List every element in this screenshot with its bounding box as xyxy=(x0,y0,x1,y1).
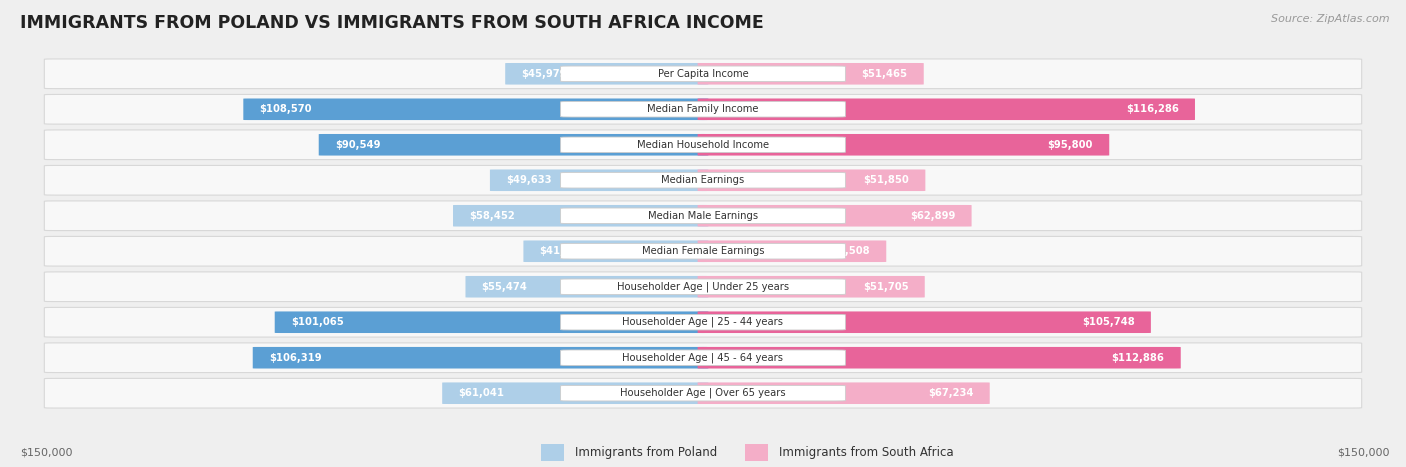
FancyBboxPatch shape xyxy=(697,205,972,226)
FancyBboxPatch shape xyxy=(243,99,709,120)
FancyBboxPatch shape xyxy=(253,347,709,368)
FancyBboxPatch shape xyxy=(45,307,1361,337)
Text: $58,452: $58,452 xyxy=(470,211,515,221)
Text: Householder Age | 25 - 44 years: Householder Age | 25 - 44 years xyxy=(623,317,783,327)
FancyBboxPatch shape xyxy=(561,66,845,82)
FancyBboxPatch shape xyxy=(561,350,845,366)
FancyBboxPatch shape xyxy=(561,385,845,401)
Text: $150,000: $150,000 xyxy=(20,448,72,458)
FancyBboxPatch shape xyxy=(561,314,845,330)
FancyBboxPatch shape xyxy=(45,272,1361,302)
Text: $62,899: $62,899 xyxy=(910,211,956,221)
FancyBboxPatch shape xyxy=(45,201,1361,231)
Text: Householder Age | 45 - 64 years: Householder Age | 45 - 64 years xyxy=(623,353,783,363)
Text: Median Earnings: Median Earnings xyxy=(661,175,745,185)
Text: Householder Age | Under 25 years: Householder Age | Under 25 years xyxy=(617,282,789,292)
Text: $106,319: $106,319 xyxy=(269,353,322,363)
FancyBboxPatch shape xyxy=(697,382,990,404)
Text: $95,800: $95,800 xyxy=(1047,140,1092,150)
Text: Median Family Income: Median Family Income xyxy=(647,104,759,114)
FancyBboxPatch shape xyxy=(561,172,845,188)
FancyBboxPatch shape xyxy=(505,63,709,85)
FancyBboxPatch shape xyxy=(697,241,886,262)
Text: Immigrants from South Africa: Immigrants from South Africa xyxy=(779,446,953,459)
FancyBboxPatch shape xyxy=(561,137,845,153)
FancyBboxPatch shape xyxy=(697,99,1195,120)
Text: $51,465: $51,465 xyxy=(862,69,907,79)
FancyBboxPatch shape xyxy=(45,94,1361,124)
FancyBboxPatch shape xyxy=(45,130,1361,160)
Text: IMMIGRANTS FROM POLAND VS IMMIGRANTS FROM SOUTH AFRICA INCOME: IMMIGRANTS FROM POLAND VS IMMIGRANTS FRO… xyxy=(20,14,763,32)
Text: $105,748: $105,748 xyxy=(1083,317,1135,327)
Text: $55,474: $55,474 xyxy=(482,282,527,292)
FancyBboxPatch shape xyxy=(453,205,709,226)
FancyBboxPatch shape xyxy=(45,165,1361,195)
Text: $116,286: $116,286 xyxy=(1126,104,1178,114)
FancyBboxPatch shape xyxy=(697,311,1152,333)
FancyBboxPatch shape xyxy=(523,241,709,262)
FancyBboxPatch shape xyxy=(45,236,1361,266)
Text: Source: ZipAtlas.com: Source: ZipAtlas.com xyxy=(1271,14,1389,24)
Text: Median Female Earnings: Median Female Earnings xyxy=(641,246,765,256)
Text: $108,570: $108,570 xyxy=(260,104,312,114)
FancyBboxPatch shape xyxy=(697,276,925,297)
FancyBboxPatch shape xyxy=(45,343,1361,373)
FancyBboxPatch shape xyxy=(45,59,1361,89)
FancyBboxPatch shape xyxy=(274,311,709,333)
Text: $150,000: $150,000 xyxy=(1337,448,1389,458)
Text: $51,850: $51,850 xyxy=(863,175,910,185)
Text: Median Household Income: Median Household Income xyxy=(637,140,769,150)
FancyBboxPatch shape xyxy=(45,378,1361,408)
Text: Per Capita Income: Per Capita Income xyxy=(658,69,748,79)
Text: $41,630: $41,630 xyxy=(540,246,585,256)
FancyBboxPatch shape xyxy=(443,382,709,404)
FancyBboxPatch shape xyxy=(561,243,845,259)
Text: $112,886: $112,886 xyxy=(1112,353,1164,363)
Text: $51,705: $51,705 xyxy=(863,282,908,292)
FancyBboxPatch shape xyxy=(561,208,845,224)
FancyBboxPatch shape xyxy=(561,279,845,295)
Text: $67,234: $67,234 xyxy=(928,388,973,398)
Text: $61,041: $61,041 xyxy=(458,388,505,398)
Text: $101,065: $101,065 xyxy=(291,317,343,327)
Text: $90,549: $90,549 xyxy=(335,140,381,150)
Text: Immigrants from Poland: Immigrants from Poland xyxy=(575,446,717,459)
FancyBboxPatch shape xyxy=(561,101,845,117)
FancyBboxPatch shape xyxy=(489,170,709,191)
FancyBboxPatch shape xyxy=(319,134,709,156)
FancyBboxPatch shape xyxy=(697,134,1109,156)
Text: Median Male Earnings: Median Male Earnings xyxy=(648,211,758,221)
FancyBboxPatch shape xyxy=(697,63,924,85)
FancyBboxPatch shape xyxy=(465,276,709,297)
Text: $45,979: $45,979 xyxy=(522,69,567,79)
FancyBboxPatch shape xyxy=(697,347,1181,368)
Text: $49,633: $49,633 xyxy=(506,175,551,185)
Text: $42,508: $42,508 xyxy=(824,246,870,256)
FancyBboxPatch shape xyxy=(697,170,925,191)
Text: Householder Age | Over 65 years: Householder Age | Over 65 years xyxy=(620,388,786,398)
